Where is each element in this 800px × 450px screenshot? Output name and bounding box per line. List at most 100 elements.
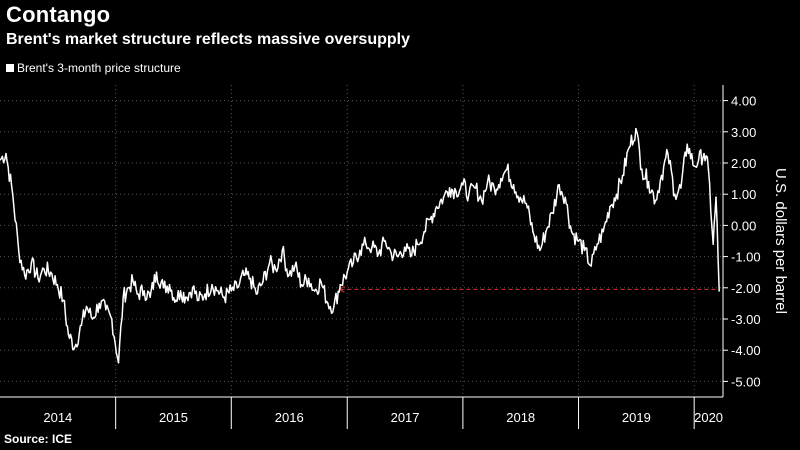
data-point bbox=[5, 152, 7, 155]
y-tick-label: 0.00 bbox=[731, 218, 756, 233]
data-point bbox=[339, 283, 342, 286]
data-point bbox=[23, 274, 26, 277]
data-point bbox=[545, 230, 547, 233]
data-point bbox=[512, 184, 515, 186]
data-point bbox=[30, 262, 33, 264]
data-point bbox=[352, 262, 355, 264]
data-point bbox=[184, 296, 187, 298]
data-point bbox=[680, 187, 682, 189]
data-point bbox=[462, 184, 464, 186]
data-point bbox=[62, 299, 65, 302]
data-point bbox=[307, 277, 310, 280]
data-point bbox=[641, 168, 643, 171]
data-point bbox=[127, 287, 130, 289]
x-tick-label: 2016 bbox=[275, 410, 304, 425]
x-tick-label: 2014 bbox=[43, 410, 72, 425]
data-point bbox=[56, 283, 59, 286]
data-point bbox=[468, 193, 470, 195]
x-tick-label: 2015 bbox=[159, 410, 188, 425]
reference-line-group bbox=[338, 285, 720, 293]
data-point bbox=[49, 271, 52, 274]
data-point bbox=[67, 333, 70, 336]
data-point bbox=[660, 174, 663, 177]
data-point bbox=[674, 193, 676, 195]
data-point bbox=[551, 212, 554, 214]
data-point bbox=[274, 268, 277, 270]
data-point bbox=[596, 243, 599, 245]
data-point bbox=[249, 277, 252, 280]
chart-subtitle: Brent's market structure reflects massiv… bbox=[6, 31, 410, 48]
y-tick-label: -1.00 bbox=[731, 250, 761, 265]
data-point bbox=[519, 196, 522, 199]
data-point bbox=[416, 243, 419, 245]
data-point bbox=[647, 180, 650, 183]
data-point bbox=[211, 283, 213, 286]
data-point bbox=[17, 249, 20, 252]
data-point bbox=[654, 199, 657, 202]
data-point bbox=[667, 152, 669, 155]
data-point bbox=[602, 230, 605, 233]
data-point bbox=[111, 318, 113, 320]
data-point bbox=[506, 168, 508, 171]
x-tick-label: 2017 bbox=[391, 410, 420, 425]
data-point bbox=[703, 152, 705, 155]
data-point bbox=[577, 240, 580, 242]
data-point bbox=[191, 287, 194, 289]
y-tick-label: 2.00 bbox=[731, 156, 756, 171]
data-point bbox=[390, 252, 393, 255]
data-point bbox=[486, 180, 489, 183]
data-point bbox=[168, 283, 171, 286]
data-point bbox=[143, 290, 145, 292]
data-point bbox=[197, 299, 200, 302]
data-point bbox=[693, 165, 695, 167]
series-group bbox=[0, 127, 720, 364]
y-tick-label: -5.00 bbox=[731, 374, 761, 389]
data-point bbox=[136, 293, 138, 295]
data-point bbox=[532, 230, 534, 233]
y-tick-label: 4.00 bbox=[731, 94, 756, 109]
legend: Brent's 3-month price structure bbox=[6, 61, 181, 75]
data-point bbox=[288, 274, 290, 277]
data-point bbox=[230, 290, 233, 292]
chart-title: Contango bbox=[6, 2, 111, 27]
data-point bbox=[697, 159, 700, 161]
data-point bbox=[718, 290, 720, 292]
data-point bbox=[409, 255, 412, 258]
data-point bbox=[320, 280, 322, 283]
data-point bbox=[480, 199, 483, 202]
data-point bbox=[590, 265, 592, 267]
data-point bbox=[712, 243, 714, 245]
data-point bbox=[442, 196, 445, 199]
data-point bbox=[73, 346, 76, 348]
data-point bbox=[686, 143, 688, 146]
data-point bbox=[155, 271, 158, 274]
legend-swatch bbox=[6, 64, 14, 72]
y-tick-label: 3.00 bbox=[731, 125, 756, 140]
data-point bbox=[333, 305, 335, 308]
data-point bbox=[162, 287, 165, 289]
data-point bbox=[500, 177, 502, 180]
data-point bbox=[455, 190, 457, 192]
legend-label: Brent's 3-month price structure bbox=[17, 61, 181, 75]
data-point bbox=[117, 361, 120, 364]
data-point bbox=[255, 293, 258, 295]
data-point bbox=[223, 296, 226, 298]
data-point bbox=[583, 249, 586, 252]
data-point bbox=[403, 246, 406, 249]
data-point bbox=[105, 308, 107, 311]
data-point bbox=[294, 265, 296, 267]
data-point bbox=[609, 205, 611, 208]
data-point bbox=[493, 187, 496, 189]
data-point bbox=[149, 296, 151, 298]
data-point bbox=[384, 240, 387, 242]
data-point bbox=[539, 249, 541, 252]
data-point bbox=[564, 196, 567, 199]
source-note: Source: ICE bbox=[4, 432, 73, 446]
data-point bbox=[37, 277, 39, 280]
series-line-0 bbox=[0, 127, 720, 364]
data-point bbox=[448, 187, 451, 189]
data-point bbox=[570, 230, 573, 233]
data-point bbox=[628, 146, 631, 149]
data-point bbox=[91, 318, 94, 320]
data-point bbox=[268, 262, 271, 264]
